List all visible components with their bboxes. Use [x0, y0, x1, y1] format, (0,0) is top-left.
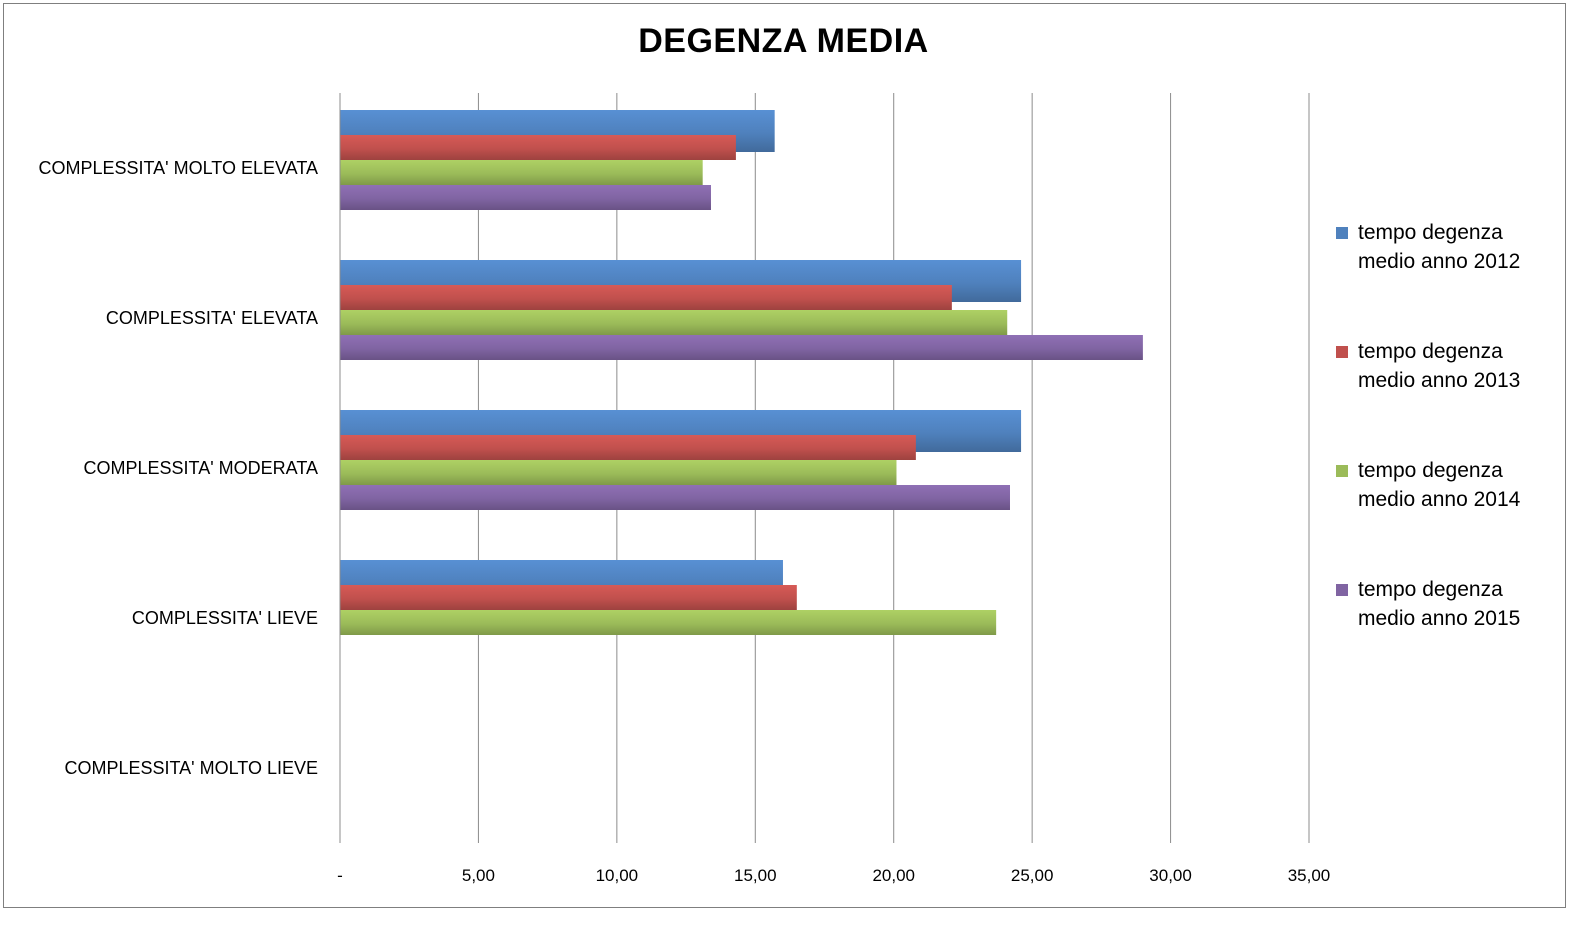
x-tick-label: 15,00	[734, 866, 777, 885]
bar	[340, 435, 916, 460]
legend-label: tempo degenza medio anno 2013	[1358, 340, 1521, 392]
bar	[340, 485, 1010, 510]
legend-item: tempo degenza medio anno 2015	[1336, 575, 1556, 694]
legend-swatch	[1336, 465, 1348, 477]
bar	[340, 135, 736, 160]
x-tick-label: -	[337, 866, 343, 885]
bar	[340, 310, 1008, 335]
legend-label: tempo degenza medio anno 2014	[1358, 459, 1521, 511]
category-label: COMPLESSITA' LIEVE	[132, 608, 318, 628]
bar	[340, 585, 797, 610]
bar	[340, 285, 952, 310]
legend-item: tempo degenza medio anno 2013	[1336, 337, 1556, 456]
category-label: COMPLESSITA' MOLTO LIEVE	[64, 758, 318, 778]
legend-swatch	[1336, 584, 1348, 596]
x-tick-label: 20,00	[872, 866, 915, 885]
x-tick-label: 5,00	[462, 866, 495, 885]
bar	[340, 610, 997, 635]
legend-item: tempo degenza medio anno 2014	[1336, 456, 1556, 575]
bar	[340, 335, 1143, 360]
x-tick-label: 35,00	[1288, 866, 1331, 885]
x-tick-label: 25,00	[1011, 866, 1054, 885]
chart-title: DEGENZA MEDIA	[638, 22, 929, 60]
x-tick-label: 30,00	[1149, 866, 1192, 885]
x-tick-label: 10,00	[596, 866, 639, 885]
legend-item: tempo degenza medio anno 2012	[1336, 218, 1556, 337]
category-label: COMPLESSITA' MOLTO ELEVATA	[38, 158, 318, 178]
legend-swatch	[1336, 346, 1348, 358]
bars	[340, 110, 1143, 635]
legend-swatch	[1336, 227, 1348, 239]
bar	[340, 160, 703, 185]
bar	[340, 185, 711, 210]
legend-label: tempo degenza medio anno 2012	[1358, 221, 1521, 273]
category-label: COMPLESSITA' MODERATA	[84, 458, 318, 478]
labels: - 5,00 10,00 15,00 20,00 25,00 30,00 35,00 COMPL…	[38, 158, 1330, 885]
legend: tempo degenza medio anno 2012 tempo degen…	[1336, 218, 1556, 694]
bar	[340, 460, 897, 485]
category-label: COMPLESSITA' ELEVATA	[106, 308, 318, 328]
legend-label: tempo degenza medio anno 2015	[1358, 578, 1521, 630]
